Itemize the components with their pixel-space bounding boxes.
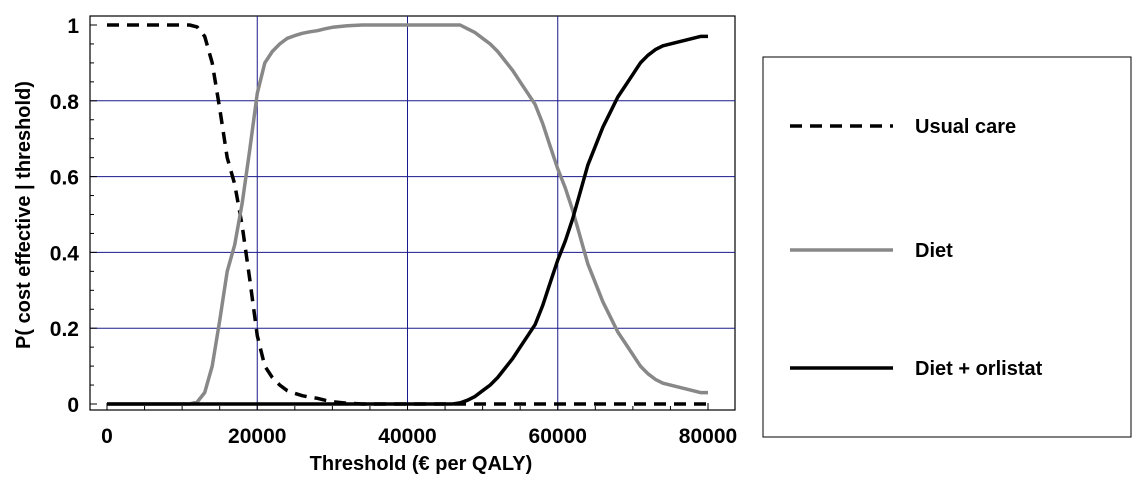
x-tick-label: 40000 bbox=[378, 425, 436, 448]
plot-area bbox=[89, 15, 736, 411]
y-tick-label: 0.4 bbox=[50, 242, 80, 265]
tick-labels: 0 20000 40000 60000 80000 0 0.2 0.4 0.6 0.8 1 bbox=[50, 15, 737, 448]
legend-box bbox=[762, 56, 1132, 438]
series-line-1 bbox=[107, 23, 708, 406]
x-tick-label: 0 bbox=[101, 425, 113, 448]
legend-label-1: Diet bbox=[915, 240, 953, 262]
legend: Usual care Diet Diet + orlistat bbox=[762, 56, 1132, 438]
y-tick-label: 0.2 bbox=[50, 318, 79, 341]
legend-label-0: Usual care bbox=[915, 116, 1016, 138]
y-tick-label: 0 bbox=[67, 394, 79, 417]
x-tick-label: 80000 bbox=[679, 425, 737, 448]
data-lines bbox=[107, 23, 708, 406]
x-tick-label: 60000 bbox=[529, 425, 587, 448]
y-tick-label: 0.8 bbox=[50, 91, 80, 114]
axes bbox=[90, 16, 735, 410]
y-axis-title: P( cost effective | threshold) bbox=[13, 81, 35, 349]
legend-label-2: Diet + orlistat bbox=[915, 358, 1043, 380]
series-line-0 bbox=[107, 23, 708, 406]
series-line-2 bbox=[107, 34, 708, 406]
x-tick-label: 20000 bbox=[228, 425, 286, 448]
y-tick-label: 0.6 bbox=[50, 167, 79, 190]
plot-frame bbox=[89, 15, 736, 411]
y-tick-label: 1 bbox=[67, 15, 79, 38]
x-axis-title: Threshold (€ per QALY) bbox=[310, 453, 533, 475]
